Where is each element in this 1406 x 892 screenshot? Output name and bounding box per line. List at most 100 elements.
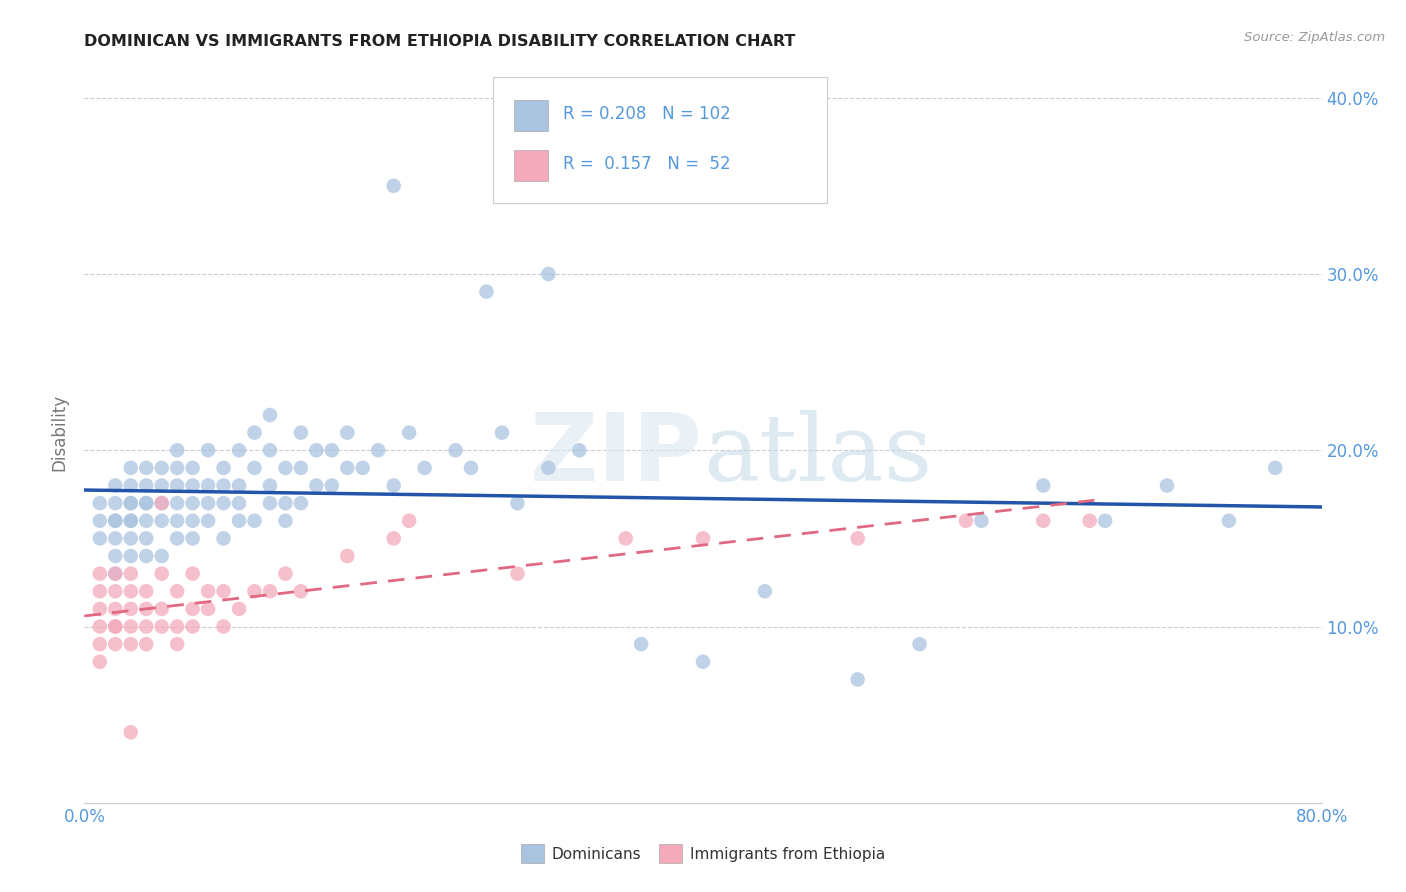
Point [274,461,297,475]
Point [89,637,111,651]
Point [398,514,420,528]
Point [181,532,204,546]
Point [336,425,359,440]
Point [1094,514,1116,528]
Point [120,532,142,546]
Point [259,496,281,510]
Point [89,619,111,633]
Point [135,602,157,616]
Point [104,584,127,599]
Point [150,461,173,475]
Point [228,602,250,616]
Point [135,637,157,651]
Point [692,532,714,546]
Point [197,514,219,528]
Point [212,496,235,510]
Point [336,549,359,563]
Point [120,478,142,492]
Point [120,514,142,528]
Point [614,532,637,546]
Point [1218,514,1240,528]
Text: R =  0.157   N =  52: R = 0.157 N = 52 [564,155,731,173]
Point [259,478,281,492]
Point [150,566,173,581]
Point [166,514,188,528]
Point [135,478,157,492]
Point [908,637,931,651]
Point [181,602,204,616]
Point [506,496,529,510]
Point [89,655,111,669]
Point [382,532,405,546]
Point [120,496,142,510]
Point [166,443,188,458]
Point [120,619,142,633]
Point [228,443,250,458]
Point [228,478,250,492]
Point [274,514,297,528]
Point [181,514,204,528]
Point [321,478,343,492]
Point [181,478,204,492]
Point [274,496,297,510]
Point [104,566,127,581]
Legend: Dominicans, Immigrants from Ethiopia: Dominicans, Immigrants from Ethiopia [515,838,891,869]
Point [150,496,173,510]
Text: ZIP: ZIP [530,409,703,500]
Point [104,514,127,528]
Point [150,496,173,510]
Point [104,478,127,492]
Point [305,478,328,492]
Bar [513,100,548,131]
Text: DOMINICAN VS IMMIGRANTS FROM ETHIOPIA DISABILITY CORRELATION CHART: DOMINICAN VS IMMIGRANTS FROM ETHIOPIA DI… [84,34,796,49]
Point [150,478,173,492]
Point [970,514,993,528]
Point [398,425,420,440]
Point [321,443,343,458]
Point [259,408,281,422]
Point [413,461,436,475]
Point [89,566,111,581]
Point [537,267,560,281]
Point [150,602,173,616]
Point [197,602,219,616]
Point [120,602,142,616]
FancyBboxPatch shape [492,78,827,203]
Point [692,655,714,669]
Point [135,619,157,633]
Point [135,549,157,563]
Point [104,549,127,563]
Point [1264,461,1286,475]
Point [460,461,482,475]
Point [212,584,235,599]
Point [89,584,111,599]
Point [290,461,312,475]
Point [228,496,250,510]
Point [120,496,142,510]
Point [166,478,188,492]
Point [166,584,188,599]
Point [181,496,204,510]
Point [104,619,127,633]
Point [382,478,405,492]
Point [1156,478,1178,492]
Point [135,461,157,475]
Point [135,584,157,599]
Point [243,514,266,528]
Point [352,461,374,475]
Point [259,443,281,458]
Point [166,461,188,475]
Point [120,514,142,528]
Point [568,443,591,458]
Point [150,514,173,528]
Text: atlas: atlas [703,409,932,500]
Point [506,566,529,581]
Point [104,602,127,616]
Point [104,637,127,651]
Point [1032,478,1054,492]
Point [212,619,235,633]
Point [120,637,142,651]
Point [166,619,188,633]
Point [197,478,219,492]
Bar [513,150,548,181]
